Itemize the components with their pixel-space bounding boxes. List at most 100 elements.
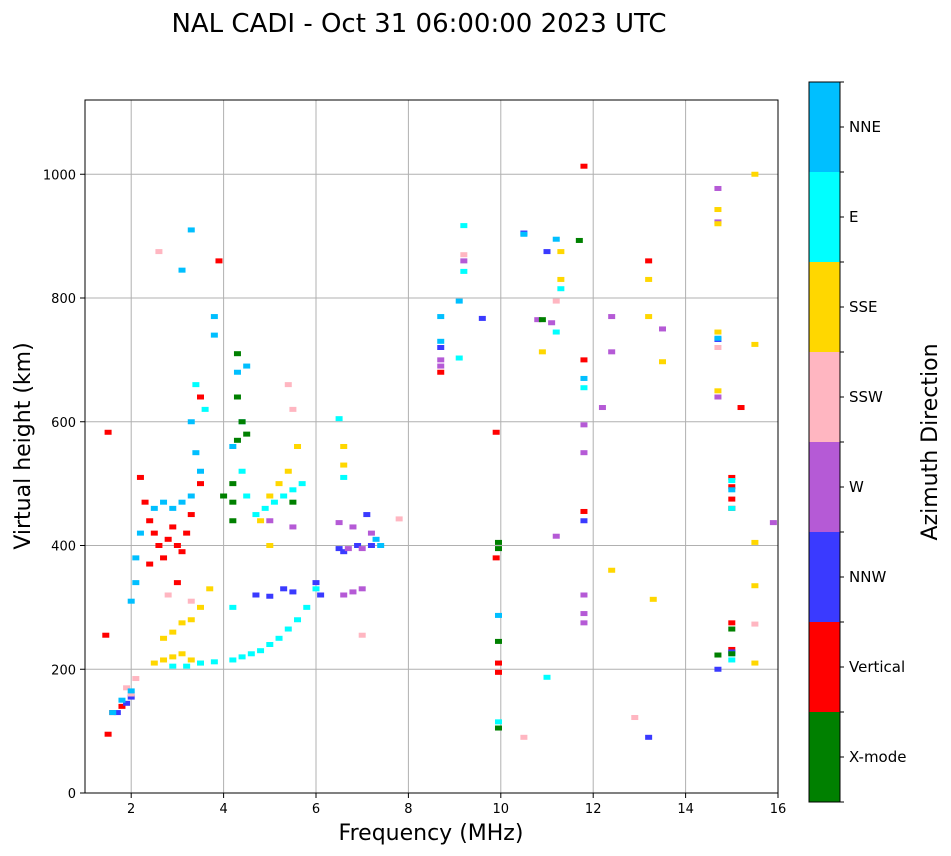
data-point-nne [109,710,117,716]
data-point-nnw [113,710,121,716]
data-point-vertical [492,555,500,561]
data-point-ssw [460,252,468,258]
colorbar-segment-w [809,442,840,532]
data-point-vertical [645,258,653,264]
data-point-nnw [123,700,131,706]
x-tick-label: 12 [585,802,602,817]
data-point-e [270,499,278,505]
data-point-x-mode [494,546,502,552]
data-point-e [294,617,302,623]
x-tick-label: 6 [312,802,320,817]
data-point-x-mode [229,499,237,505]
data-point-w [367,530,375,536]
data-point-w [598,405,606,411]
data-point-nnw [266,593,274,599]
data-point-ssw [164,592,172,598]
data-point-nnw [289,589,297,595]
data-point-ssw [631,715,639,721]
data-point-nnw [127,694,135,700]
data-point-nne [437,338,445,344]
colorbar-label: NNW [849,568,886,586]
colorbar-label: Vertical [849,658,905,676]
x-tick-label: 2 [127,802,135,817]
data-point-ssw [358,632,366,638]
data-point-sse [659,359,666,365]
data-point-ssw [289,406,297,412]
data-point-nnw [580,518,588,524]
data-point-x-mode [233,394,241,400]
data-point-sse [714,388,722,394]
data-point-nne [150,505,158,511]
data-points [102,163,777,740]
x-axis: 2 4 6 8 10 12 14 16 [127,793,786,817]
data-point-nne [580,375,588,381]
data-point-vertical [494,669,502,675]
data-point-e [229,604,237,610]
data-point-e [238,654,246,660]
data-point-nne [552,236,560,242]
data-point-x-mode [229,518,237,524]
colorbar-label: W [849,478,864,496]
data-point-e [229,657,237,663]
data-point-w [534,317,542,323]
data-point-vertical [494,660,502,666]
data-point-vertical [146,518,154,524]
data-point-w [548,320,556,326]
data-point-w [580,592,588,598]
data-point-e [257,648,265,654]
data-point-nne [210,332,218,338]
data-point-w [580,450,588,456]
data-point-nne [233,369,241,375]
data-point-sse [645,276,653,282]
data-point-ssw [751,621,759,627]
data-point-ssw [155,249,163,255]
data-point-sse [150,660,158,666]
data-point-ssw [714,345,722,350]
data-point-nne [520,231,528,237]
y-tick-label: 400 [51,540,76,555]
colorbar-segment-nnw [809,532,840,622]
data-point-nne [455,298,463,304]
data-point-sse [714,221,722,227]
data-point-e [169,663,177,669]
data-point-nne [127,598,135,604]
data-point-nnw [280,586,288,592]
data-point-sse [649,596,657,602]
colorbar-segment-e [809,172,840,262]
data-point-sse [178,620,186,626]
data-point-sse [714,207,722,213]
data-point-sse [266,493,274,499]
data-point-w [437,363,445,369]
data-point-e [197,660,204,666]
colorbar-label: E [849,208,858,226]
y-axis: 0 200 400 600 800 1000 [43,168,85,802]
y-tick-label: 0 [68,787,76,802]
colorbar-segment-vertical [809,622,840,712]
data-point-x-mode [728,651,736,657]
data-point-e [284,626,292,632]
data-point-ssw [127,691,135,697]
data-point-nnw [437,345,445,350]
data-point-e [494,719,502,725]
data-point-sse [751,660,759,666]
data-point-vertical [492,429,500,435]
data-point-nne [187,419,195,425]
data-point-sse [294,444,302,449]
x-tick-label: 4 [219,802,227,817]
data-point-nnw [363,512,371,518]
data-point-w [580,611,588,617]
data-point-e [289,487,297,493]
data-point-nne [372,536,380,542]
data-point-nne [187,227,195,233]
data-point-w [344,546,352,552]
data-point-vertical [160,555,168,561]
data-point-w [358,546,366,552]
data-point-x-mode [494,539,502,545]
data-point-sse [645,314,653,320]
data-point-w [266,518,274,524]
colorbar-title: Azimuth Direction [918,343,943,540]
data-point-vertical [102,632,110,638]
data-point-nnw [340,549,348,555]
data-point-w [608,314,616,320]
colorbar-label: SSW [849,388,883,406]
